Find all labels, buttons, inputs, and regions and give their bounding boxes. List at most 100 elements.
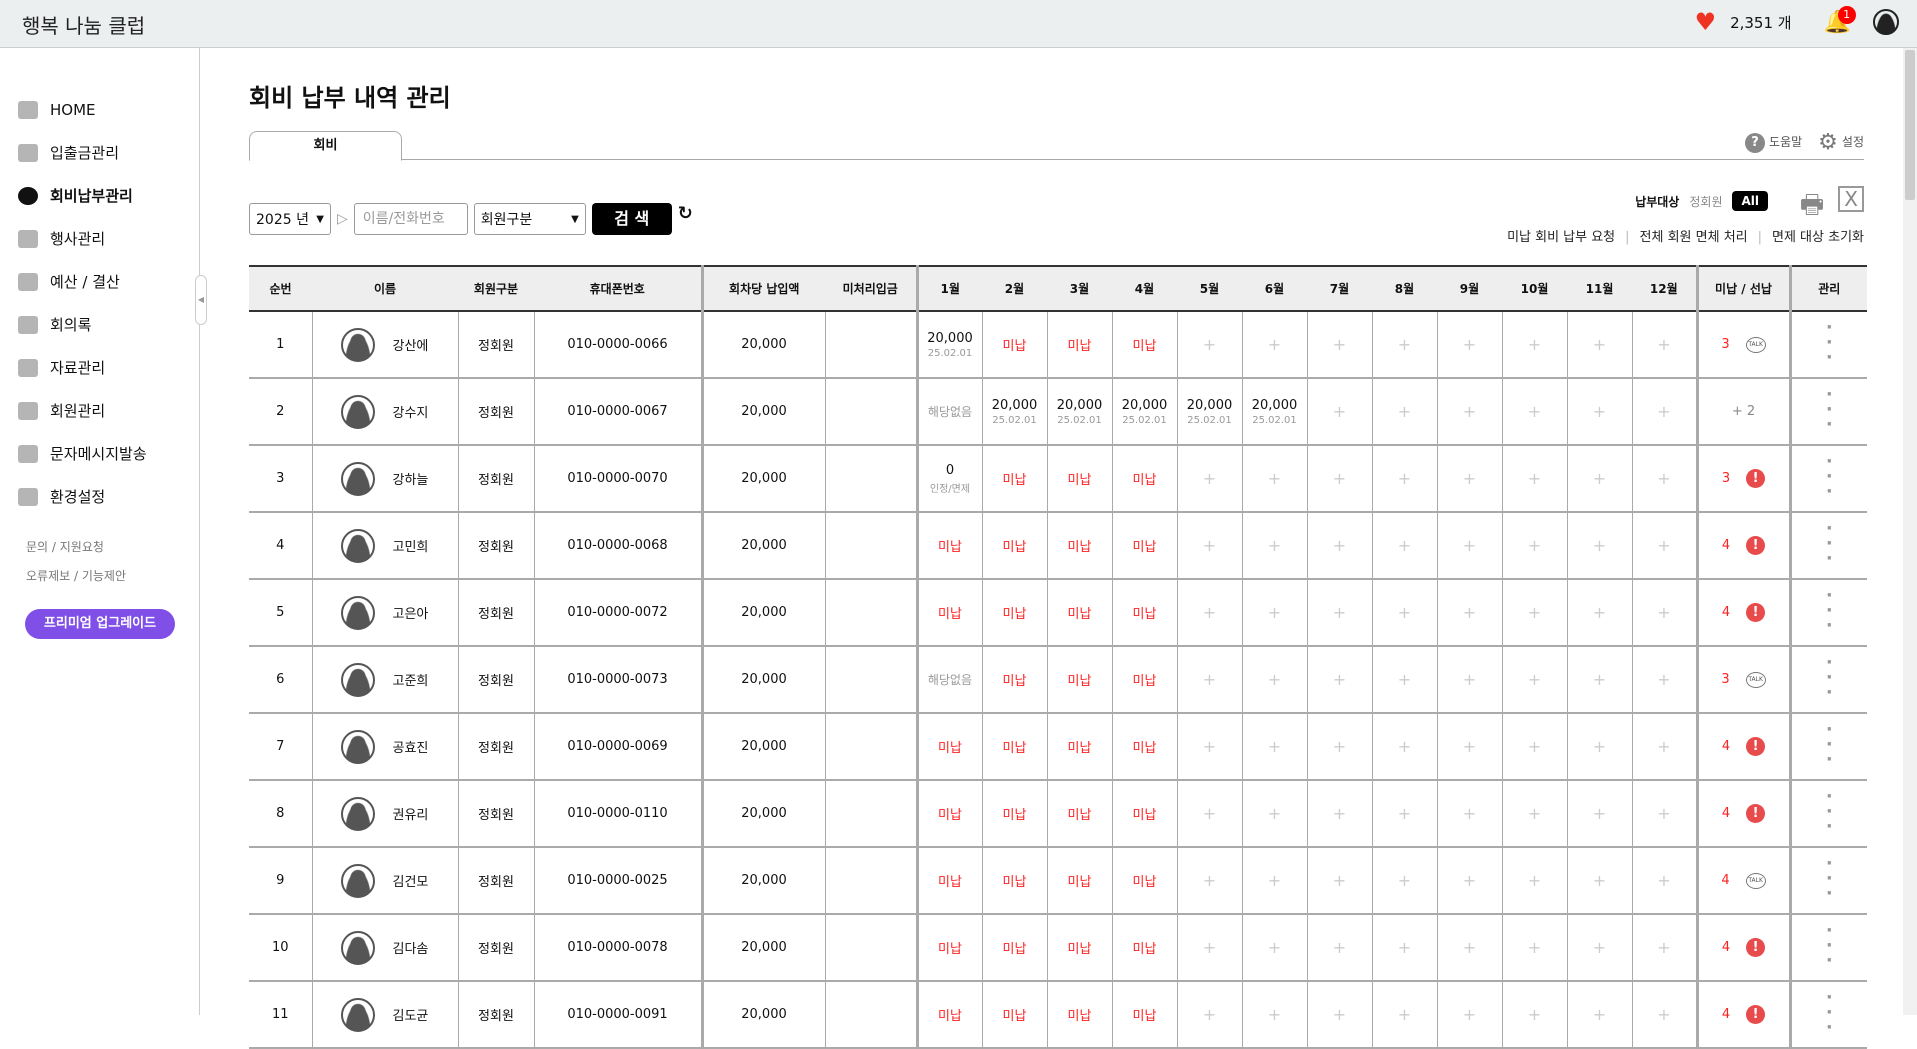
member-name-cell[interactable]: 고준희	[312, 646, 459, 714]
member-name-cell[interactable]: 강수지	[312, 378, 459, 446]
month-cell-empty[interactable]: +	[1242, 579, 1308, 647]
month-cell-empty[interactable]: +	[1242, 713, 1308, 781]
month-cell-paid[interactable]: 20,000 25.02.01	[1047, 378, 1113, 446]
month-cell-unpaid[interactable]: 미납	[1047, 512, 1113, 580]
month-cell-empty[interactable]: +	[1632, 914, 1698, 982]
month-cell-unpaid[interactable]: 미납	[1047, 914, 1113, 982]
month-cell-unpaid[interactable]: 미납	[915, 512, 983, 580]
month-cell-unpaid[interactable]: 미납	[1047, 847, 1113, 915]
member-name-cell[interactable]: 고민희	[312, 512, 459, 580]
month-cell-unpaid[interactable]: 미납	[982, 847, 1048, 915]
month-cell-empty[interactable]: +	[1307, 914, 1373, 982]
month-cell-empty[interactable]: +	[1307, 847, 1373, 915]
month-cell-unpaid[interactable]: 미납	[1112, 780, 1178, 848]
month-cell-paid[interactable]: 20,000 25.02.01	[982, 378, 1048, 446]
search-button[interactable]: 검 색	[591, 203, 672, 235]
month-cell-empty[interactable]: +	[1372, 378, 1438, 446]
target-all-option[interactable]: All	[1732, 191, 1768, 211]
month-cell-empty[interactable]: +	[1177, 579, 1243, 647]
kakao-talk-icon[interactable]: TALK	[1745, 671, 1766, 688]
sidebar-item-1[interactable]: 입출금관리	[18, 131, 147, 174]
settings-button[interactable]: ⚙ 설정	[1818, 130, 1864, 155]
month-cell-empty[interactable]: +	[1632, 311, 1698, 379]
month-cell-unpaid[interactable]: 미납	[1047, 780, 1113, 848]
month-cell-empty[interactable]: +	[1242, 445, 1308, 513]
month-cell-empty[interactable]: +	[1177, 646, 1243, 714]
manage-cell[interactable]: · · ·	[1788, 579, 1867, 647]
month-cell-unpaid[interactable]: 미납	[1112, 445, 1178, 513]
month-cell-empty[interactable]: +	[1177, 914, 1243, 982]
month-cell-empty[interactable]: +	[1372, 646, 1438, 714]
month-cell-empty[interactable]: +	[1307, 713, 1373, 781]
month-cell-unpaid[interactable]: 미납	[1047, 445, 1113, 513]
month-cell-empty[interactable]: +	[1567, 445, 1633, 513]
alert-icon[interactable]: !	[1746, 536, 1766, 555]
month-cell-empty[interactable]: +	[1567, 780, 1633, 848]
manage-cell[interactable]: · · ·	[1788, 378, 1867, 446]
premium-upgrade-button[interactable]: 프리미엄 업그레이드	[25, 609, 175, 639]
month-cell-empty[interactable]: +	[1632, 512, 1698, 580]
month-cell-empty[interactable]: +	[1307, 445, 1373, 513]
month-cell-empty[interactable]: +	[1567, 914, 1633, 982]
month-cell-paid[interactable]: 20,000 25.02.01	[1112, 378, 1178, 446]
member-type-select[interactable]: 회원구분 ▼	[473, 203, 586, 235]
month-cell-empty[interactable]: +	[1437, 646, 1503, 714]
month-cell-na[interactable]: 해당없음	[915, 646, 983, 714]
manage-cell[interactable]: · · ·	[1788, 847, 1867, 915]
sidebar-collapse-handle[interactable]: ◀	[195, 275, 207, 325]
month-cell-empty[interactable]: +	[1502, 780, 1568, 848]
month-cell-unpaid[interactable]: 미납	[1112, 311, 1178, 379]
manage-cell[interactable]: · · ·	[1788, 646, 1867, 714]
sidebar-item-5[interactable]: 회의록	[18, 303, 147, 346]
member-name-cell[interactable]: 강산에	[312, 311, 459, 379]
sidebar-item-0[interactable]: HOME	[18, 88, 147, 131]
month-cell-empty[interactable]: +	[1372, 445, 1438, 513]
more-vertical-icon[interactable]: · · ·	[1825, 853, 1833, 904]
month-cell-unpaid[interactable]: 미납	[982, 914, 1048, 982]
month-cell-unpaid[interactable]: 미납	[915, 847, 983, 915]
month-cell-unpaid[interactable]: 미납	[1047, 311, 1113, 379]
month-cell-empty[interactable]: +	[1502, 914, 1568, 982]
month-cell-empty[interactable]: +	[1177, 512, 1243, 580]
month-cell-empty[interactable]: +	[1437, 847, 1503, 915]
member-name-cell[interactable]: 김건모	[312, 847, 459, 915]
month-cell-empty[interactable]: +	[1372, 311, 1438, 379]
alert-icon[interactable]: !	[1746, 469, 1766, 488]
month-cell-empty[interactable]: +	[1567, 713, 1633, 781]
month-cell-empty[interactable]: +	[1242, 646, 1308, 714]
month-cell-unpaid[interactable]: 미납	[915, 713, 983, 781]
sidebar-item-7[interactable]: 회원관리	[18, 389, 147, 432]
tab-fees[interactable]: 회비	[249, 131, 402, 161]
help-button[interactable]: ? 도움말	[1745, 132, 1802, 153]
more-vertical-icon[interactable]: · · ·	[1825, 786, 1833, 837]
sidebar-item-8[interactable]: 문자메시지발송	[18, 432, 147, 475]
member-name-cell[interactable]: 공효진	[312, 713, 459, 781]
month-cell-unpaid[interactable]: 미납	[982, 713, 1048, 781]
month-cell-empty[interactable]: +	[1437, 512, 1503, 580]
print-icon[interactable]: 🖶	[1799, 190, 1825, 220]
more-vertical-icon[interactable]: · · ·	[1825, 384, 1833, 435]
month-cell-unpaid[interactable]: 미납	[1112, 914, 1178, 982]
month-cell-empty[interactable]: +	[1242, 512, 1308, 580]
month-cell-unpaid[interactable]: 미납	[915, 914, 983, 982]
month-cell-paid[interactable]: 20,000 25.02.01	[915, 311, 983, 379]
month-cell-empty[interactable]: +	[1307, 780, 1373, 848]
month-cell-empty[interactable]: +	[1307, 512, 1373, 580]
user-avatar-icon[interactable]	[1873, 9, 1899, 35]
exempt-all-link[interactable]: 전체 회원 면체 처리	[1639, 230, 1748, 245]
month-cell-empty[interactable]: +	[1502, 311, 1568, 379]
month-cell-empty[interactable]: +	[1177, 847, 1243, 915]
month-cell-na[interactable]: 해당없음	[915, 378, 983, 446]
month-cell-unpaid[interactable]: 미납	[1112, 713, 1178, 781]
alert-icon[interactable]: !	[1746, 938, 1766, 957]
month-cell-empty[interactable]: +	[1632, 646, 1698, 714]
month-cell-empty[interactable]: +	[1307, 646, 1373, 714]
kakao-talk-icon[interactable]: TALK	[1745, 336, 1766, 353]
play-icon[interactable]: ▷	[337, 211, 348, 227]
month-cell-empty[interactable]: +	[1307, 378, 1373, 446]
month-cell-empty[interactable]: +	[1242, 311, 1308, 379]
sidebar-item-6[interactable]: 자료관리	[18, 346, 147, 389]
month-cell-empty[interactable]: +	[1632, 445, 1698, 513]
request-unpaid-link[interactable]: 미납 회비 납부 요청	[1507, 230, 1616, 245]
month-cell-empty[interactable]: +	[1437, 378, 1503, 446]
